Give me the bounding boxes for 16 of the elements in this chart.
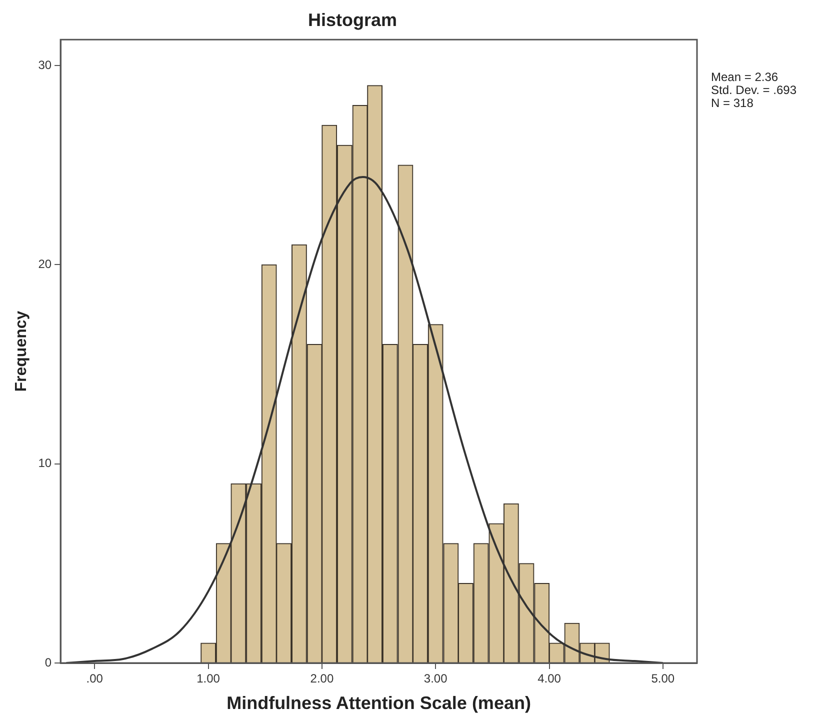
y-tick-label: 20: [38, 256, 52, 271]
text: Std. Dev. = .693: [711, 82, 797, 97]
y-tick-label: 30: [38, 58, 52, 72]
text: N = 318: [711, 96, 754, 110]
x-tick-label: 5.00: [651, 672, 675, 686]
x-axis-title: Mindfulness Attention Scale (mean): [226, 693, 531, 714]
x-tick-label: 1.00: [196, 672, 220, 686]
x-tick-label: 2.00: [310, 672, 334, 686]
x-tick-label: 4.00: [538, 672, 562, 686]
y-tick-label: 0: [44, 655, 52, 670]
y-axis-title: Frequency: [13, 310, 30, 392]
y-tick-label: 10: [38, 456, 52, 470]
chart-title: Histogram: [308, 10, 398, 30]
x-tick-label: .00: [86, 672, 104, 686]
x-tick-label: 3.00: [424, 672, 448, 686]
text: Mean = 2.36: [711, 70, 778, 84]
